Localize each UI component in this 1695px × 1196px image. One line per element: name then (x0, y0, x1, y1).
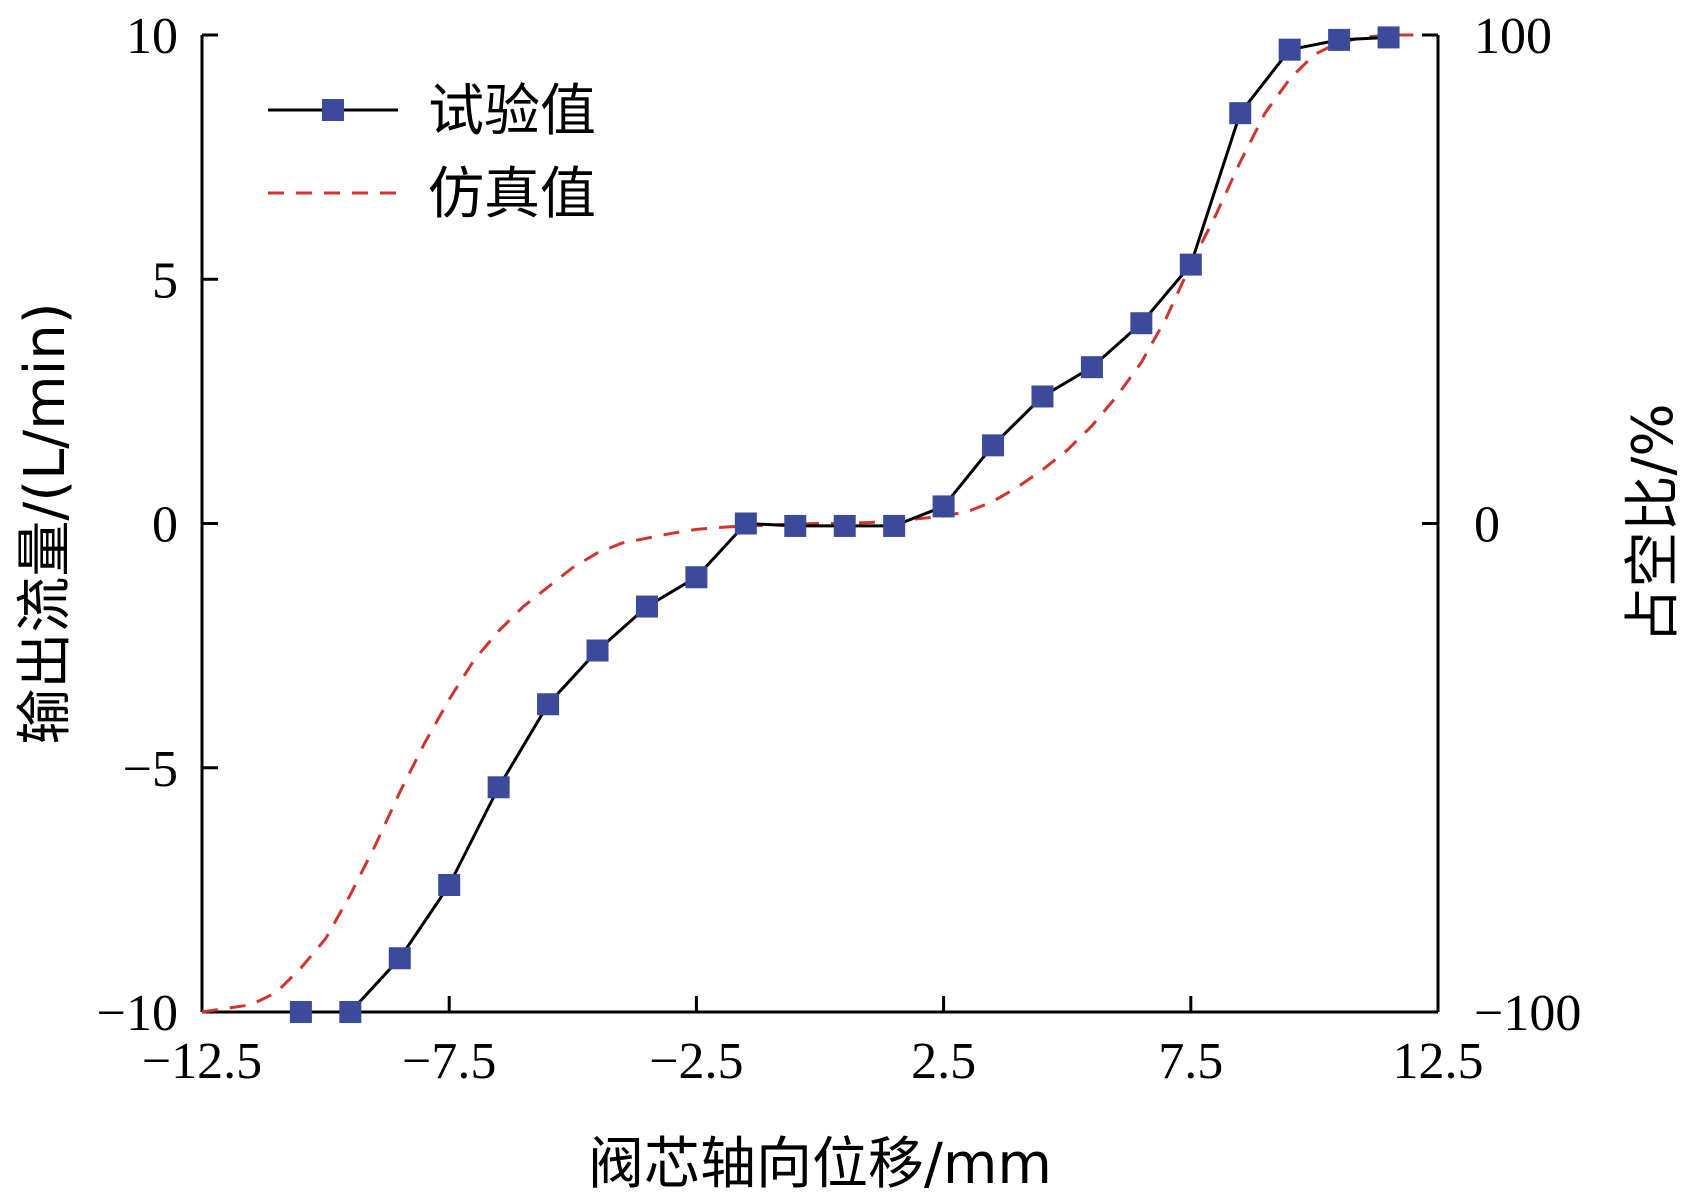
data-point-experimental (1377, 26, 1400, 49)
series-line-simulation (201, 33, 1414, 1014)
data-point-experimental (289, 1001, 312, 1023)
x-tick-label: 7.5 (1158, 1033, 1223, 1090)
data-point-experimental (883, 514, 906, 537)
axis-ticks (200, 33, 1440, 1014)
plot-frame (200, 35, 1440, 1014)
data-point-experimental (537, 693, 560, 716)
axis-tick-labels: −12.5 −7.5 −2.5 2.5 7.5 12.5 −10 −5 0 5 10 −100 0 100 (97, 8, 1582, 1090)
data-point-experimental (635, 595, 658, 618)
data-point-experimental (1229, 102, 1252, 125)
legend: 试验值 仿真值 (268, 79, 596, 227)
data-point-experimental (685, 566, 708, 589)
data-point-experimental (1080, 356, 1103, 379)
data-point-experimental (784, 514, 807, 537)
data-point-experimental (586, 639, 609, 662)
x-tick-label: −7.5 (402, 1033, 496, 1090)
x-tick-label: 2.5 (911, 1033, 976, 1090)
y-right-tick-label: 0 (1474, 497, 1500, 554)
x-tick-label: 12.5 (1393, 1033, 1484, 1090)
x-tick-label: −12.5 (142, 1033, 262, 1090)
data-point-experimental (1328, 28, 1351, 51)
x-axis-title: 阀芯轴向位移/mm (588, 1132, 1052, 1196)
data-point-experimental (833, 514, 856, 537)
y-right-tick-label: 100 (1474, 8, 1552, 65)
data-point-experimental (438, 873, 461, 896)
data-point-experimental (487, 776, 510, 799)
data-point-experimental (388, 947, 411, 970)
data-point-experimental (932, 495, 955, 518)
x-tick-label: −2.5 (649, 1033, 743, 1090)
series-layer (201, 26, 1414, 1023)
data-point-experimental (1179, 253, 1202, 276)
data-point-experimental (1130, 312, 1153, 335)
legend-label-experimental: 试验值 (428, 79, 596, 144)
data-point-experimental (734, 512, 757, 535)
data-point-experimental (1278, 38, 1301, 61)
y-tick-label: −10 (97, 985, 178, 1042)
legend-marker-experimental (322, 99, 344, 121)
y-right-tick-label: −100 (1474, 985, 1581, 1042)
data-point-experimental (1031, 385, 1054, 408)
legend-label-simulation: 仿真值 (428, 162, 596, 227)
data-point-experimental (339, 1001, 362, 1023)
y-tick-label: −5 (123, 741, 178, 798)
y-tick-label: 0 (152, 497, 178, 554)
y-tick-label: 5 (152, 252, 178, 309)
y-tick-label: 10 (126, 8, 178, 65)
data-point-experimental (982, 434, 1005, 457)
y-axis-right-title: 占空比/% (1621, 403, 1686, 643)
y-axis-title: 输出流量/(L/min) (13, 302, 78, 744)
